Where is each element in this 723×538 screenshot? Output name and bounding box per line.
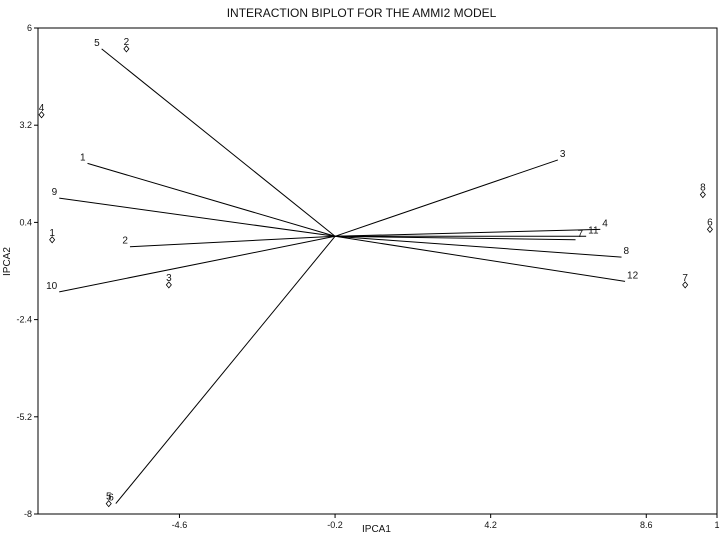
x-axis-ticks: -4.6 -0.2 4.2 8.6 1 [172,514,720,530]
x-axis-label: IPCA1 [362,524,391,535]
genotype-marker [49,236,56,244]
y-axis-ticks: 6 3.2 0.4 -2.4 -5.2 -8 [16,23,38,519]
environment-vector [335,228,601,237]
environment-vector-label: 5 [94,38,100,49]
genotype-label: 5 [106,492,112,503]
genotype-label: 2 [124,37,130,48]
genotype-label: 6 [707,217,713,228]
environment-vector-label: 11 [588,225,599,236]
y-tick-label: -2.4 [16,315,32,325]
y-tick-label: 3.2 [19,120,32,130]
environment-vector-label: 12 [627,270,639,281]
y-tick-label: -8 [24,509,32,519]
genotype-label: 4 [39,103,45,114]
x-tick-label: 1 [714,520,719,530]
genotype-label: 1 [49,228,55,239]
x-tick-label: -4.6 [172,520,188,530]
y-tick-label: 6 [27,23,32,33]
y-tick-label: -5.2 [16,412,32,422]
environment-vector [334,235,626,282]
environment-vector-label: 10 [46,281,58,292]
genotype-label: 7 [682,273,688,284]
genotype-label: 3 [166,273,172,284]
chart-title: INTERACTION BIPLOT FOR THE AMMI2 MODEL [226,6,497,20]
environment-vector [101,48,336,237]
environment-vector [59,235,336,293]
environment-vector-label: 1 [80,152,86,163]
genotype-points: 2 4 1 3 5 8 6 7 [38,37,713,508]
x-tick-label: -0.2 [327,520,343,530]
environment-vector [335,235,622,258]
genotype-marker [123,45,130,53]
environment-vector [335,235,576,241]
genotype-label: 8 [700,183,706,194]
environment-vector-label: 2 [122,236,128,247]
genotype-marker [682,281,689,289]
environment-vector [87,162,336,237]
genotype-marker [105,499,112,508]
x-tick-label: 8.6 [640,520,653,530]
environment-vector-label: 4 [602,218,608,229]
environment-vector [334,159,559,237]
environment-vector-label: 7 [578,229,584,240]
y-tick-label: 0.4 [19,217,32,227]
genotype-marker [165,281,172,289]
genotype-marker [706,225,713,233]
environment-vector [115,235,336,504]
genotype-marker [38,111,45,119]
environment-vector [59,197,336,237]
environment-vector-label: 6 [108,493,114,504]
environment-vector-label: 9 [52,187,58,198]
genotype-marker [699,191,706,199]
environment-vector [129,235,336,248]
environment-vector-label: 8 [624,246,630,257]
x-tick-label: 4.2 [484,520,497,530]
y-axis-label: IPCA2 [2,247,13,276]
environment-vector-label: 3 [560,149,566,160]
plot-frame [37,27,718,515]
